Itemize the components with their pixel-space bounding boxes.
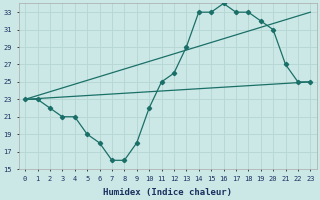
X-axis label: Humidex (Indice chaleur): Humidex (Indice chaleur) [103, 188, 232, 197]
